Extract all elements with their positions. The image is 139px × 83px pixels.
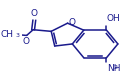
Text: O: O [69, 18, 76, 27]
Text: NH: NH [107, 64, 120, 73]
Text: 3: 3 [15, 33, 19, 38]
Text: O: O [23, 37, 30, 46]
Text: O: O [30, 9, 37, 18]
Text: CH: CH [0, 30, 13, 39]
Text: OH: OH [107, 14, 121, 23]
Text: 2: 2 [113, 65, 117, 70]
